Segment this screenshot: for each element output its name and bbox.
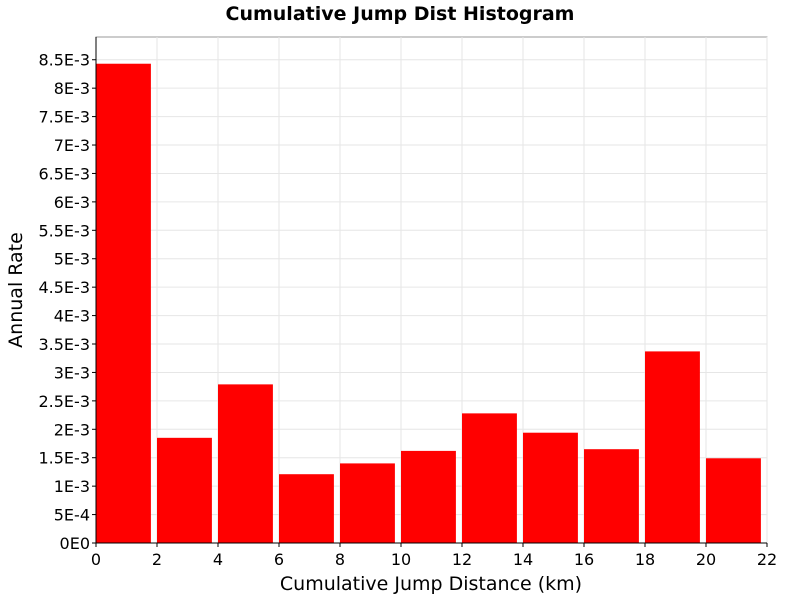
- x-axis-ticks: 0 2 4 6 8 10 12 14 16 18 20 22: [91, 543, 777, 569]
- y-tick-label: 3E-3: [54, 363, 90, 382]
- histogram-bar: [645, 351, 700, 543]
- x-tick-label: 12: [452, 550, 472, 569]
- x-tick-label: 20: [696, 550, 716, 569]
- y-tick-label: 8.5E-3: [38, 51, 90, 70]
- y-tick-label: 5E-4: [54, 506, 90, 525]
- chart-title: Cumulative Jump Dist Histogram: [226, 3, 575, 25]
- x-tick-label: 18: [635, 550, 655, 569]
- y-tick-label: 7.5E-3: [38, 108, 90, 127]
- histogram-bar: [523, 432, 578, 543]
- y-tick-label: 1E-3: [54, 477, 90, 496]
- histogram-bar: [218, 384, 273, 543]
- y-tick-label: 4E-3: [54, 307, 90, 326]
- x-axis-label: Cumulative Jump Distance (km): [280, 573, 582, 595]
- x-tick-label: 0: [91, 550, 101, 569]
- y-axis-ticks: 0E0 5E-4 1E-3 1.5E-3 2E-3 2.5E-3 3E-3 3.5E-3 4E-…: [38, 51, 96, 553]
- y-tick-label: 1.5E-3: [38, 449, 90, 468]
- x-tick-label: 16: [574, 550, 594, 569]
- x-tick-label: 2: [152, 550, 162, 569]
- x-tick-label: 10: [391, 550, 411, 569]
- histogram-bar: [279, 474, 334, 543]
- histogram-bar: [96, 63, 151, 544]
- x-tick-label: 6: [274, 550, 284, 569]
- y-tick-label: 7E-3: [54, 136, 90, 155]
- x-tick-label: 14: [513, 550, 533, 569]
- y-tick-label: 3.5E-3: [38, 335, 90, 354]
- histogram-bar: [157, 437, 212, 543]
- histogram-bar: [706, 458, 761, 543]
- y-tick-label: 0E0: [60, 534, 90, 553]
- y-tick-label: 6E-3: [54, 193, 90, 212]
- y-tick-label: 6.5E-3: [38, 164, 90, 183]
- x-tick-label: 4: [213, 550, 223, 569]
- y-axis-label: Annual Rate: [5, 232, 27, 348]
- histogram-bar: [340, 463, 395, 543]
- x-tick-label: 22: [757, 550, 777, 569]
- y-tick-label: 2E-3: [54, 420, 90, 439]
- histogram-bar: [401, 450, 456, 543]
- y-tick-label: 2.5E-3: [38, 392, 90, 411]
- y-tick-label: 5.5E-3: [38, 221, 90, 240]
- y-tick-label: 4.5E-3: [38, 278, 90, 297]
- y-tick-label: 5E-3: [54, 250, 90, 269]
- y-tick-label: 8E-3: [54, 79, 90, 98]
- histogram-bar: [584, 449, 639, 543]
- bars: [96, 63, 761, 544]
- histogram-bar: [462, 413, 517, 543]
- x-tick-label: 8: [335, 550, 345, 569]
